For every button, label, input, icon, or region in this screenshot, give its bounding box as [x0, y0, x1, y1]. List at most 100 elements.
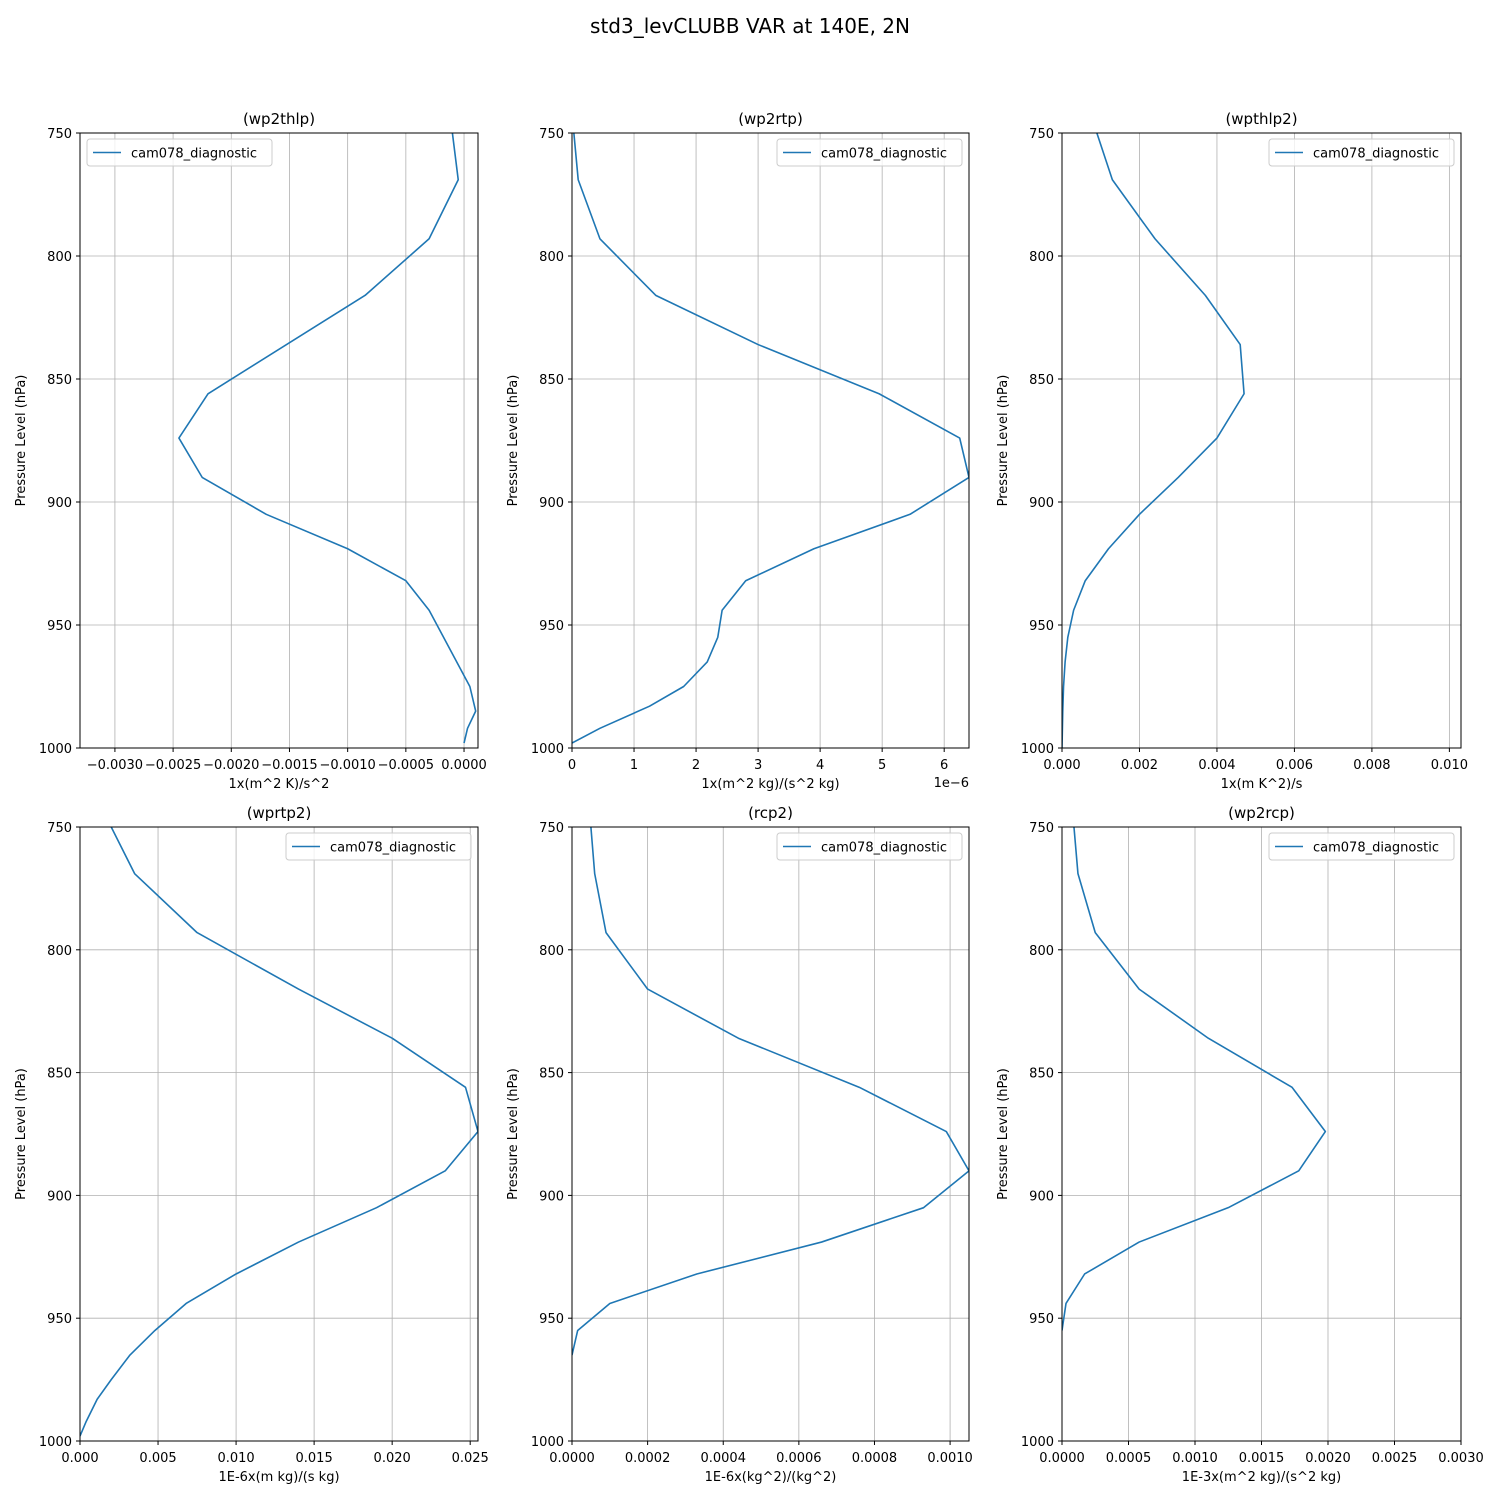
x-axis-label: 1E-6x(m kg)/(s kg)	[218, 1470, 339, 1485]
subplot-title: (wprtp2)	[247, 804, 312, 822]
legend-box	[776, 832, 963, 861]
axes-frame	[571, 826, 970, 1442]
subplot-title: (wp2rcp)	[1228, 804, 1295, 822]
y-axis-label: Pressure Level (hPa)	[506, 1068, 521, 1200]
legend: cam078_diagnostic	[1268, 832, 1455, 861]
series-line-1	[1062, 827, 1327, 1331]
x-tick-label: 2	[692, 758, 700, 773]
legend-box	[86, 138, 273, 167]
legend: cam078_diagnostic	[86, 138, 273, 167]
x-tick-label: 0.0030	[1438, 1451, 1484, 1466]
subplot-title: (wpthlp2)	[1225, 110, 1297, 128]
legend-box	[776, 138, 963, 167]
subplot-5: 0.0000 0.0002 0.0004 0.0006 0.0008 0.0010 750 8…	[506, 804, 973, 1485]
y-tick-label: 750	[1029, 127, 1054, 142]
x-tick-label: 0.002	[1121, 758, 1158, 773]
y-tick-label: 900	[1029, 1189, 1054, 1204]
x-tick-label: 0.010	[217, 1451, 254, 1466]
y-tick-label: 800	[539, 944, 564, 959]
x-tick-label: 4	[816, 758, 824, 773]
x-tick-label: −0.0025	[145, 758, 201, 773]
y-tick-label: 1000	[39, 742, 72, 757]
y-tick-label: 750	[539, 127, 564, 142]
y-tick-label: 750	[1029, 821, 1054, 836]
y-tick-label: 900	[1029, 496, 1054, 511]
y-axis-label: Pressure Level (hPa)	[14, 1068, 29, 1200]
x-tick-label: −0.0030	[87, 758, 143, 773]
x-tick-label: 0.0000	[441, 758, 487, 773]
y-tick-label: 1000	[1021, 742, 1054, 757]
x-tick-label: 0.0010	[1172, 1451, 1218, 1466]
y-tick-label: 1000	[531, 742, 564, 757]
y-tick-label: 900	[539, 1189, 564, 1204]
subplot-1: −0.0030 −0.0025 −0.0020 −0.0015 −0.0010 −0.00…	[14, 110, 487, 792]
x-tick-label: 0.0015	[1239, 1451, 1285, 1466]
legend-entry: cam078_diagnostic	[330, 841, 456, 856]
y-tick-label: 800	[539, 250, 564, 265]
x-tick-label: 5	[878, 758, 886, 773]
x-tick-label: −0.0005	[378, 758, 434, 773]
y-tick-label: 800	[47, 250, 72, 265]
y-tick-label: 800	[47, 944, 72, 959]
x-tick-label: 0.006	[1276, 758, 1313, 773]
x-tick-label: 3	[754, 758, 762, 773]
x-tick-label: 0.0002	[625, 1451, 671, 1466]
x-tick-label: 1	[630, 758, 638, 773]
y-tick-label: 750	[47, 821, 72, 836]
subplot-4: 0.000 0.005 0.010 0.015 0.020 0.025 750 800 850 9…	[14, 804, 489, 1485]
x-axis-label: 1x(m^2 K)/s^2	[229, 777, 330, 792]
x-tick-label: 0.025	[452, 1451, 489, 1466]
subplot-3: 0.000 0.002 0.004 0.006 0.008 0.010 750 800 850 9…	[996, 110, 1468, 792]
legend: cam078_diagnostic	[776, 138, 963, 167]
y-tick-label: 1000	[1021, 1435, 1054, 1450]
y-tick-label: 1000	[531, 1435, 564, 1450]
legend-entry: cam078_diagnostic	[1313, 841, 1439, 856]
y-tick-label: 900	[47, 496, 72, 511]
x-tick-label: 0.0006	[776, 1451, 822, 1466]
y-tick-label: 950	[539, 619, 564, 634]
axes-frame	[79, 132, 479, 749]
x-tick-label: 0.0020	[1305, 1451, 1351, 1466]
series-line-1	[572, 827, 969, 1356]
legend-box	[1268, 832, 1455, 861]
y-tick-label: 1000	[39, 1435, 72, 1450]
x-tick-label: −0.0015	[261, 758, 317, 773]
x-tick-label: 0.0008	[852, 1451, 898, 1466]
y-tick-label: 800	[1029, 250, 1054, 265]
y-tick-label: 900	[539, 496, 564, 511]
figure-title: std3_levCLUBB VAR at 140E, 2N	[590, 14, 910, 38]
x-tick-label: 0.0004	[700, 1451, 746, 1466]
y-tick-label: 850	[47, 373, 72, 388]
x-tick-label: −0.0010	[319, 758, 375, 773]
x-tick-label: 0.005	[139, 1451, 176, 1466]
x-tick-label: 0	[568, 758, 576, 773]
x-tick-label: 0.015	[296, 1451, 333, 1466]
x-tick-label: 0.0000	[549, 1451, 595, 1466]
x-tick-label: 0.000	[1043, 758, 1080, 773]
x-tick-label: −0.0020	[203, 758, 259, 773]
subplot-title: (wp2rtp)	[738, 110, 803, 128]
axes-frame	[79, 826, 479, 1442]
x-axis-label: 1E-3x(m^2 kg)/(s^2 kg)	[1182, 1470, 1341, 1485]
x-tick-label: 0.0025	[1372, 1451, 1418, 1466]
y-axis-label: Pressure Level (hPa)	[996, 375, 1011, 507]
subplot-6: 0.0000 0.0005 0.0010 0.0015 0.0020 0.0025 0.00…	[996, 804, 1484, 1485]
y-tick-label: 850	[47, 1067, 72, 1082]
x-offset-text: 1e−6	[934, 776, 969, 791]
axes-frame	[1061, 132, 1462, 749]
x-tick-label: 0.0005	[1106, 1451, 1152, 1466]
subplot-title: (rcp2)	[748, 804, 793, 822]
y-tick-label: 950	[1029, 619, 1054, 634]
x-tick-label: 0.004	[1198, 758, 1235, 773]
legend: cam078_diagnostic	[1268, 138, 1455, 167]
legend-box	[1268, 138, 1455, 167]
x-tick-label: 0.008	[1353, 758, 1390, 773]
y-tick-label: 800	[1029, 944, 1054, 959]
legend-entry: cam078_diagnostic	[1313, 147, 1439, 162]
x-axis-label: 1E-6x(kg^2)/(kg^2)	[705, 1470, 837, 1485]
legend: cam078_diagnostic	[776, 832, 963, 861]
series-line-1	[572, 133, 969, 744]
subplot-2: 0 1 2 3 4 5 6 750 800 850 900 950 1000 1e−6 1x(m^2 kg)…	[506, 110, 970, 792]
x-axis-label: 1x(m K^2)/s	[1221, 777, 1303, 792]
